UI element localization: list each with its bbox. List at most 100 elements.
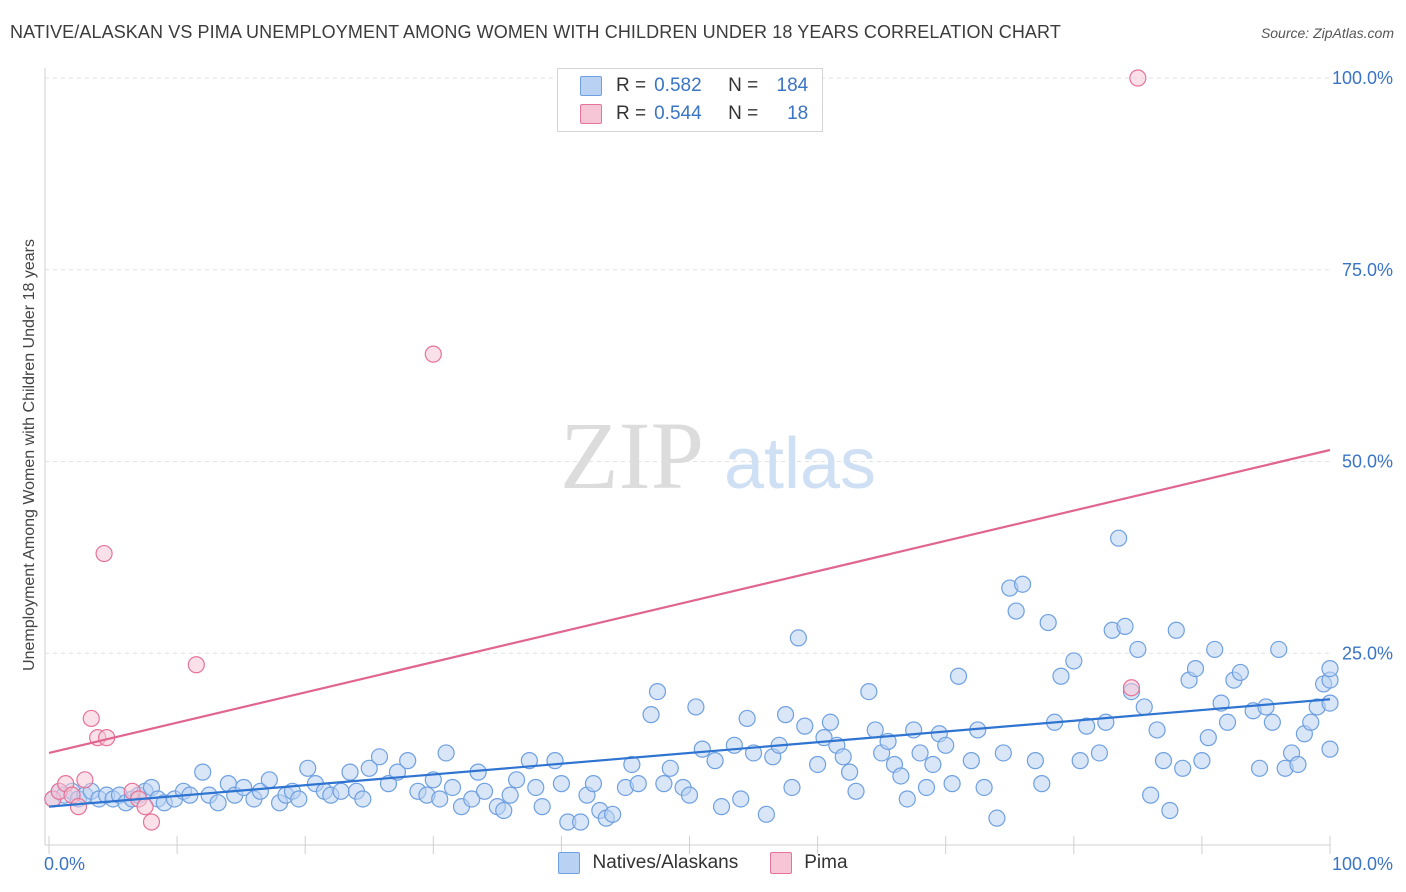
legend-n-value: 18: [787, 103, 809, 124]
native-point: [789, 629, 807, 647]
native-point: [1148, 721, 1166, 739]
native-point: [1218, 713, 1237, 731]
native-point: [1065, 652, 1083, 670]
native-point: [1161, 801, 1179, 820]
pima-point: [187, 656, 205, 674]
native-point: [1321, 659, 1339, 678]
native-point: [693, 740, 711, 758]
native-point: [290, 790, 308, 808]
native-point: [1186, 659, 1205, 678]
native-point: [1321, 694, 1339, 712]
native-point: [1270, 640, 1288, 659]
native-point: [783, 778, 801, 797]
correlation-legend: R = 0.582 N = 184 R = 0.544 N = 18: [557, 68, 823, 132]
native-point: [463, 790, 481, 808]
native-point: [527, 778, 545, 797]
native-point: [437, 744, 455, 762]
legend-item-natives: Natives/Alaskans: [558, 852, 738, 874]
native-point: [757, 805, 775, 823]
native-point: [642, 706, 660, 724]
legend-label-natives: Natives/Alaskans: [592, 852, 739, 873]
native-point: [1199, 729, 1217, 747]
native-point: [251, 782, 269, 800]
pima-point: [424, 345, 442, 363]
native-point: [776, 706, 795, 724]
native-point: [1289, 755, 1307, 774]
y-tick-label: 25.0%: [1342, 643, 1393, 663]
legend-n-label: N =: [728, 103, 759, 124]
native-point: [1193, 752, 1211, 770]
native-point: [533, 798, 551, 816]
native-point: [552, 775, 571, 793]
pima-point: [82, 709, 100, 728]
native-point: [1033, 775, 1051, 793]
native-point: [501, 786, 519, 804]
native-point: [738, 709, 756, 728]
native-point: [495, 801, 513, 820]
native-point: [943, 775, 961, 793]
series-legend: Natives/Alaskans Pima: [0, 852, 1406, 874]
source-label: Source: ZipAtlas.com: [1260, 25, 1394, 41]
native-point: [629, 775, 647, 793]
native-point: [1174, 759, 1192, 777]
native-point: [1142, 786, 1160, 804]
native-point: [949, 667, 968, 685]
native-point: [1135, 698, 1153, 716]
native-point: [1302, 713, 1320, 731]
native-point: [1007, 602, 1025, 620]
native-point: [661, 759, 679, 777]
native-point: [1110, 529, 1128, 547]
pima-point: [95, 544, 113, 563]
native-point: [655, 775, 673, 793]
legend-row-pima: R = 0.544 N = 18: [580, 103, 808, 125]
native-point: [1052, 667, 1070, 685]
native-point: [834, 748, 852, 766]
pima-point: [1122, 679, 1141, 697]
native-point: [604, 805, 622, 823]
legend-r-value: 0.582: [654, 75, 702, 96]
native-point: [962, 752, 980, 770]
native-point: [623, 755, 641, 774]
native-point: [194, 763, 212, 781]
native-point: [847, 782, 865, 800]
natives-swatch: [580, 76, 602, 96]
native-point: [507, 771, 526, 789]
native-point: [821, 713, 840, 731]
native-point: [1321, 740, 1339, 758]
native-point: [354, 790, 372, 808]
native-point: [866, 721, 884, 739]
y-tick-label: 75.0%: [1342, 260, 1393, 280]
pima-point: [1129, 69, 1147, 87]
y-tick-label: 50.0%: [1342, 452, 1393, 472]
legend-item-pima: Pima: [770, 852, 848, 874]
native-point: [1013, 575, 1032, 593]
native-point: [1206, 640, 1224, 659]
native-point: [988, 809, 1006, 827]
native-point: [1129, 640, 1147, 659]
watermark-zip: ZIP: [560, 402, 704, 509]
legend-label-pima: Pima: [804, 852, 848, 873]
natives-legend-swatch: [558, 852, 581, 874]
native-point: [332, 782, 350, 800]
native-point: [584, 775, 603, 793]
native-point: [1257, 698, 1275, 716]
legend-n-label: N =: [728, 75, 759, 96]
x-tick-label: 0.0%: [44, 854, 85, 874]
chart-title: NATIVE/ALASKAN VS PIMA UNEMPLOYMENT AMON…: [10, 22, 1061, 42]
native-point: [370, 748, 389, 766]
native-point: [443, 778, 462, 797]
watermark-atlas: atlas: [724, 424, 876, 504]
native-point: [860, 682, 878, 701]
native-point: [341, 763, 359, 781]
native-point: [1090, 744, 1109, 762]
pima-point: [69, 798, 88, 816]
native-point: [1039, 613, 1057, 632]
native-point: [1167, 621, 1185, 639]
native-point: [1250, 759, 1269, 777]
pima-point: [142, 813, 161, 831]
native-point: [379, 775, 398, 793]
native-point: [572, 813, 590, 831]
native-point: [911, 744, 929, 762]
pima-point: [136, 798, 154, 816]
